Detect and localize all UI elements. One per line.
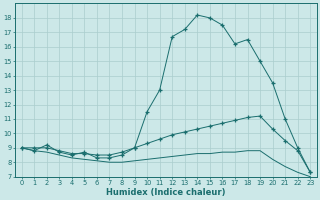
X-axis label: Humidex (Indice chaleur): Humidex (Indice chaleur): [106, 188, 226, 197]
